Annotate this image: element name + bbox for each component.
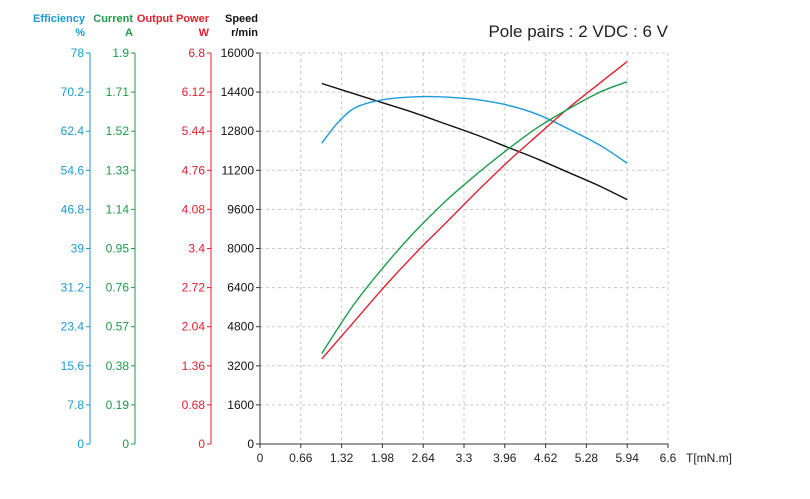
power-tick-label: 6.8 (188, 46, 205, 60)
power-curve (321, 61, 628, 360)
x-tick-label: 1.98 (371, 451, 395, 465)
current-curve (321, 81, 628, 354)
efficiency-tick-label: 0 (77, 437, 84, 451)
current-tick-label: 0 (122, 437, 129, 451)
current-tick-label: 0.95 (106, 242, 130, 256)
efficiency-tick-label: 70.2 (61, 85, 85, 99)
current-tick-label: 0.76 (106, 281, 130, 295)
speed-tick-label: 4800 (227, 320, 254, 334)
power-tick-label: 2.04 (182, 320, 206, 334)
x-tick-label: 3.3 (456, 451, 473, 465)
power-axis-name: Output Power (137, 13, 210, 25)
efficiency-tick-label: 62.4 (61, 124, 85, 138)
power-tick-label: 5.44 (182, 124, 206, 138)
x-tick-label: 2.64 (412, 451, 436, 465)
speed-tick-label: 11200 (222, 163, 255, 177)
x-tick-label: 0 (257, 451, 264, 465)
current-tick-label: 1.9 (112, 46, 129, 60)
efficiency-tick-label: 15.6 (61, 359, 85, 373)
current-tick-label: 0.38 (106, 359, 130, 373)
speed-tick-label: 1600 (227, 398, 254, 412)
current-tick-label: 0.57 (106, 320, 130, 334)
efficiency-axis-unit: % (75, 27, 85, 39)
current-axis-name: Current (93, 13, 133, 25)
x-tick-label: 3.96 (493, 451, 517, 465)
current-tick-label: 1.14 (106, 202, 130, 216)
efficiency-tick-label: 78 (71, 46, 85, 60)
power-axis-unit: W (199, 27, 210, 39)
chart-title: Pole pairs : 2 VDC : 6 V (488, 22, 668, 41)
x-tick-label: 4.62 (534, 451, 558, 465)
efficiency-tick-label: 54.6 (61, 163, 85, 177)
speed-tick-label: 3200 (227, 359, 254, 373)
power-tick-label: 3.4 (188, 242, 205, 256)
power-tick-label: 2.72 (182, 281, 206, 295)
speed-axis-name: Speed (225, 13, 258, 25)
efficiency-tick-label: 46.8 (61, 202, 85, 216)
current-tick-label: 0.19 (106, 398, 130, 412)
current-axis-unit: A (125, 27, 133, 39)
current-tick-label: 1.71 (106, 85, 130, 99)
current-tick-label: 1.33 (106, 163, 130, 177)
speed-tick-label: 8000 (227, 242, 254, 256)
power-tick-label: 4.08 (182, 202, 206, 216)
speed-tick-label: 0 (247, 437, 254, 451)
speed-tick-label: 16000 (221, 46, 255, 60)
power-tick-label: 4.76 (182, 163, 206, 177)
speed-axis-unit: r/min (231, 27, 258, 39)
efficiency-tick-label: 39 (71, 242, 85, 256)
efficiency-tick-label: 7.8 (67, 398, 84, 412)
power-tick-label: 6.12 (182, 85, 206, 99)
speed-tick-label: 12800 (221, 124, 255, 138)
x-tick-label: 0.66 (289, 451, 313, 465)
power-tick-label: 1.36 (182, 359, 206, 373)
x-tick-label: 5.28 (575, 451, 599, 465)
power-tick-label: 0.68 (182, 398, 206, 412)
x-axis-label: T[mN.m] (686, 451, 732, 465)
speed-tick-label: 6400 (227, 281, 254, 295)
efficiency-tick-label: 31.2 (61, 281, 85, 295)
efficiency-axis-name: Efficiency (33, 13, 86, 25)
efficiency-tick-label: 23.4 (61, 320, 85, 334)
x-tick-label: 5.94 (616, 451, 640, 465)
speed-tick-label: 9600 (227, 202, 254, 216)
x-tick-label: 6.6 (660, 451, 677, 465)
power-tick-label: 0 (198, 437, 205, 451)
current-tick-label: 1.52 (106, 124, 130, 138)
x-tick-label: 1.32 (330, 451, 354, 465)
efficiency-curve (321, 95, 628, 164)
speed-tick-label: 14400 (221, 85, 255, 99)
speed-curve (321, 82, 628, 201)
